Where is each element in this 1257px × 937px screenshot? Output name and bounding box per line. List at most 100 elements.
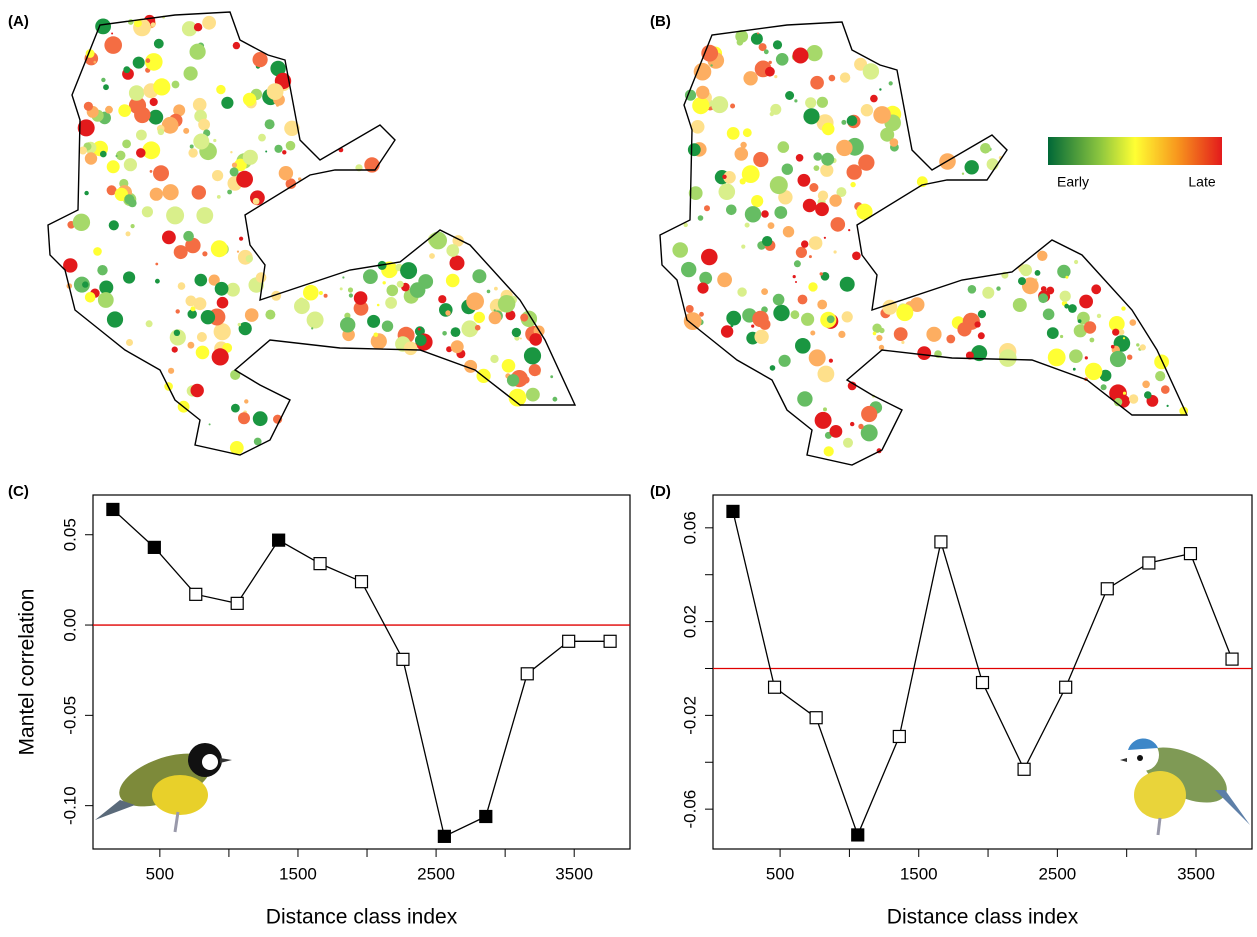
map-dot bbox=[136, 148, 146, 158]
map-dot bbox=[210, 240, 228, 258]
map-dot bbox=[166, 206, 185, 225]
map-dot bbox=[726, 204, 737, 216]
map-dot bbox=[797, 173, 811, 187]
point bbox=[230, 596, 244, 610]
map-dot bbox=[417, 327, 421, 331]
map-dot bbox=[236, 170, 254, 188]
map-dot bbox=[123, 66, 131, 74]
map-dot bbox=[77, 119, 95, 137]
map-dot bbox=[977, 332, 985, 340]
map-dot bbox=[896, 304, 914, 322]
map-dot bbox=[726, 310, 742, 326]
x-tick-label: 500 bbox=[766, 864, 794, 883]
point bbox=[479, 809, 493, 824]
map-dot bbox=[505, 310, 516, 321]
map-dot bbox=[723, 171, 736, 184]
map-dot bbox=[767, 222, 775, 230]
color-bar bbox=[1048, 137, 1222, 165]
map-dot bbox=[813, 152, 822, 161]
map-dot bbox=[446, 244, 460, 257]
point bbox=[437, 829, 451, 843]
map-dot bbox=[221, 96, 234, 109]
map-dot bbox=[736, 39, 744, 46]
map-dot bbox=[234, 158, 247, 172]
map-dot bbox=[353, 300, 369, 316]
map-dot bbox=[743, 71, 758, 86]
map-a bbox=[47, 11, 577, 456]
map-dot bbox=[1142, 380, 1150, 389]
map-dot bbox=[229, 167, 239, 177]
map-dot bbox=[957, 322, 972, 337]
map-dot bbox=[429, 253, 435, 259]
map-dot bbox=[1122, 337, 1126, 340]
point bbox=[1017, 762, 1031, 776]
map-dot bbox=[145, 58, 151, 63]
map-dot bbox=[795, 246, 807, 258]
map-dot bbox=[836, 139, 853, 157]
map-dot bbox=[744, 222, 750, 228]
map-dot bbox=[340, 317, 356, 333]
map-dot bbox=[829, 425, 843, 438]
map-dot bbox=[446, 346, 453, 353]
map-dot bbox=[202, 251, 208, 257]
map-dot bbox=[839, 72, 851, 83]
map-dot bbox=[808, 349, 826, 367]
map-dot bbox=[801, 240, 809, 248]
map-dot bbox=[230, 151, 233, 154]
map-dot bbox=[696, 85, 710, 100]
map-dot bbox=[1136, 343, 1140, 347]
map-dot bbox=[242, 149, 258, 165]
map-dot bbox=[793, 260, 801, 268]
map-dot bbox=[244, 399, 249, 404]
map-dot bbox=[161, 116, 179, 134]
map-dot bbox=[183, 127, 190, 134]
map-dot bbox=[770, 103, 782, 115]
map-dot bbox=[73, 276, 90, 293]
map-dot bbox=[808, 255, 812, 259]
map-dot bbox=[238, 322, 252, 336]
map-dot bbox=[173, 245, 188, 260]
map-dot bbox=[860, 104, 874, 117]
map-dot bbox=[190, 306, 196, 312]
panel-label: (C) bbox=[8, 483, 29, 500]
map-dot bbox=[208, 274, 220, 286]
map-dot bbox=[353, 291, 368, 305]
plot-box bbox=[712, 494, 1253, 850]
x-tick-label: 500 bbox=[146, 864, 174, 883]
map-dot bbox=[726, 127, 740, 140]
map-dot bbox=[1084, 356, 1088, 360]
map-dot bbox=[231, 403, 240, 413]
map-dot bbox=[195, 345, 210, 360]
map-dot bbox=[323, 293, 328, 298]
map-dot bbox=[445, 310, 451, 316]
x-axis-label: Distance class index bbox=[266, 906, 458, 929]
map-dot bbox=[977, 310, 986, 319]
map-dot bbox=[190, 383, 204, 398]
map-dot bbox=[878, 344, 885, 351]
map-dot bbox=[274, 144, 283, 153]
map-dot bbox=[850, 421, 855, 427]
map-dot bbox=[255, 272, 267, 283]
map-dot bbox=[1060, 334, 1064, 339]
map-dot bbox=[882, 299, 898, 315]
map-dot bbox=[751, 195, 764, 208]
map-dot bbox=[1109, 350, 1127, 368]
map-dot bbox=[449, 255, 465, 271]
map-dot bbox=[529, 333, 542, 346]
panel-label: (B) bbox=[650, 13, 671, 30]
map-dot bbox=[1046, 327, 1059, 339]
map-dot bbox=[826, 315, 835, 324]
map-dot bbox=[1112, 328, 1120, 336]
map-dot bbox=[1073, 324, 1087, 338]
map-dot bbox=[858, 154, 875, 171]
map-dot bbox=[342, 276, 345, 279]
bird-great-tit bbox=[95, 743, 232, 833]
map-dot bbox=[157, 128, 165, 136]
map-dot bbox=[171, 346, 178, 353]
point bbox=[1225, 652, 1239, 666]
point bbox=[1100, 582, 1114, 596]
map-dot bbox=[93, 60, 97, 64]
map-dot bbox=[202, 15, 217, 30]
map-dot bbox=[775, 53, 789, 66]
